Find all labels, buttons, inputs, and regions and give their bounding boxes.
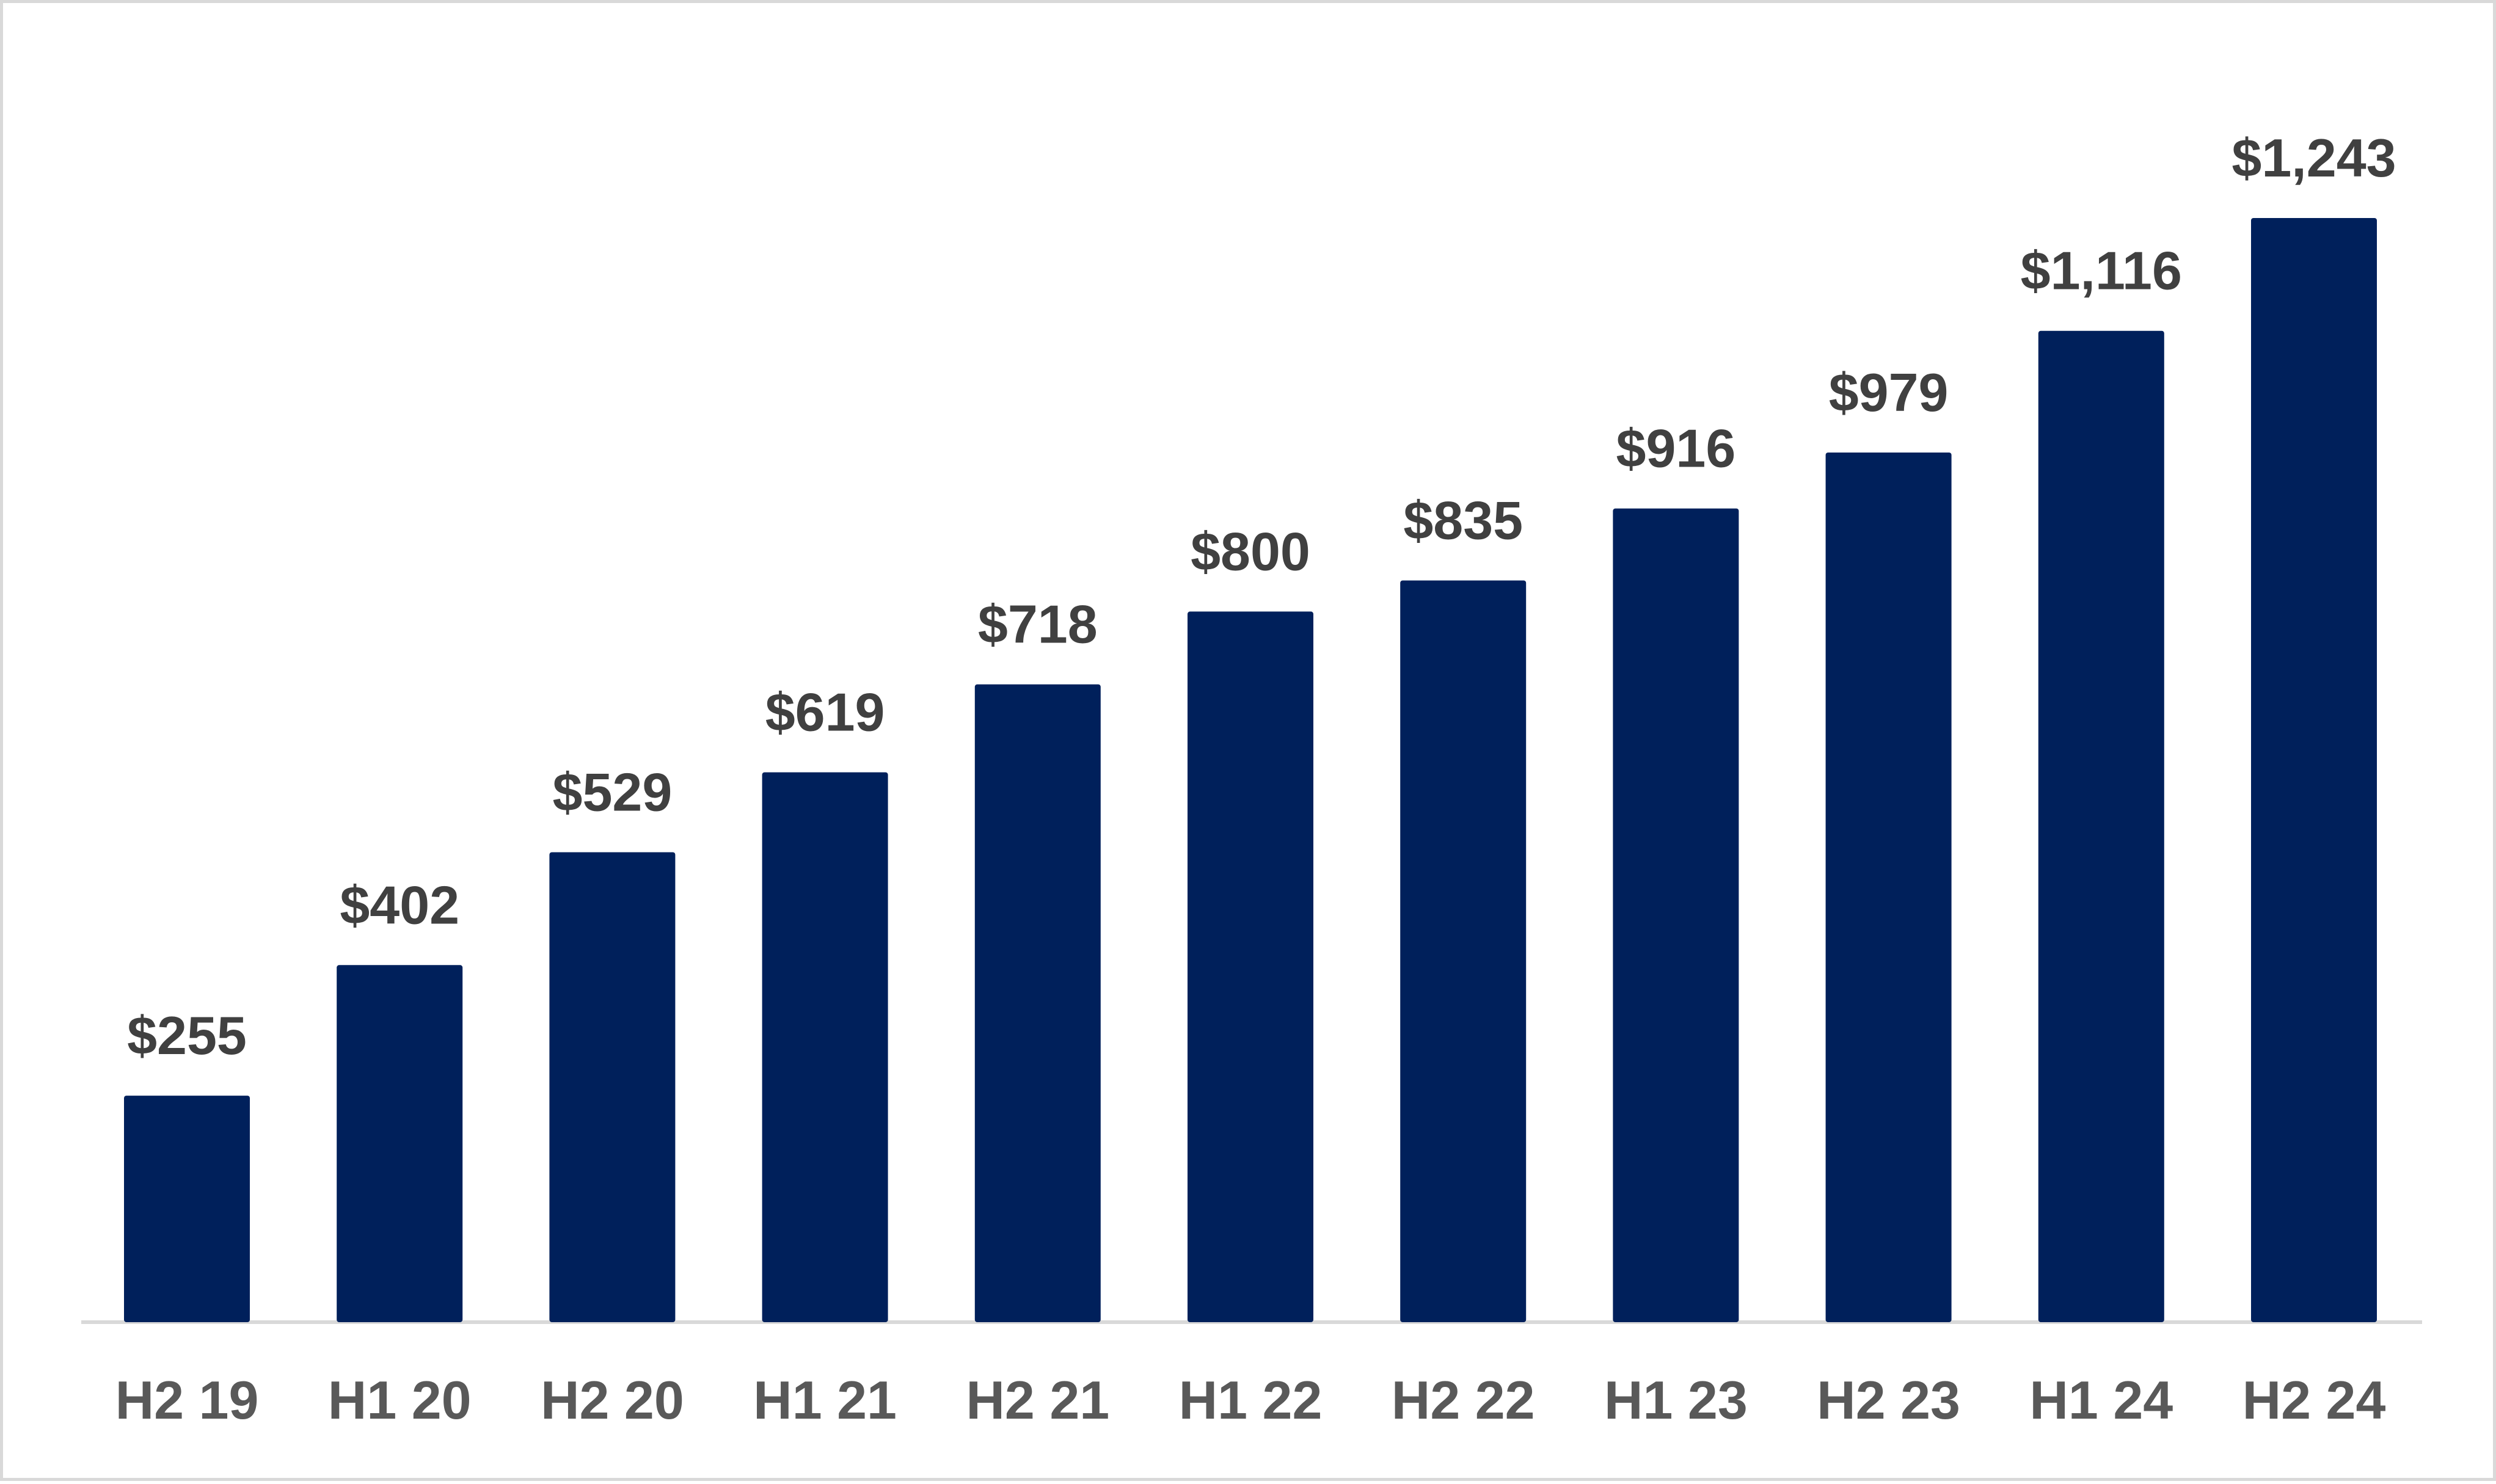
x-tick-label: H2 19 [115,1370,259,1430]
bar-h1-20 [337,965,463,1322]
bar-h2-20 [549,852,676,1322]
x-tick-label: H2 24 [2242,1370,2386,1430]
x-tick-label: H1 20 [328,1370,472,1430]
x-tick-label: H1 22 [1179,1370,1323,1430]
bar-h2-21 [974,684,1101,1322]
bar-h1-24 [2038,330,2164,1323]
bar-h1-23 [1613,508,1739,1322]
bars [124,218,2377,1323]
data-label: $1,243 [2231,128,2396,188]
x-tick-label: H2 21 [966,1370,1109,1430]
x-tick-labels: H2 19 H1 20 H2 20 H1 21 H2 21 H1 22 H2 22 H1 23… [115,1370,2386,1430]
data-label: $835 [1403,490,1523,551]
x-tick-label: H2 20 [541,1370,684,1430]
data-label: $255 [127,1005,247,1066]
bar-chart: $255 $402 $529 $619 $718 $800 $835 $916 $979 $1,1… [81,128,2422,1430]
data-label: $1,116 [2021,241,2182,301]
data-label: $402 [340,875,459,935]
data-label: $979 [1829,362,1949,423]
data-label: $529 [553,762,673,823]
bar-h2-24 [2251,218,2377,1322]
bar-h1-22 [1188,611,1313,1322]
x-tick-label: H2 23 [1817,1370,1960,1430]
x-tick-label: H1 21 [753,1370,897,1430]
x-tick-label: H2 22 [1392,1370,1535,1430]
x-tick-label: H1 23 [1604,1370,1748,1430]
bar-h1-21 [762,772,888,1322]
data-label: $619 [765,682,885,743]
x-tick-label: H1 24 [2029,1370,2173,1430]
bar-h2-22 [1400,580,1527,1322]
data-label: $916 [1616,418,1736,479]
data-label: $800 [1191,521,1310,581]
bar-h2-23 [1825,453,1952,1322]
bar-h2-19 [124,1096,250,1322]
value-labels: $255 $402 $529 $619 $718 $800 $835 $916 $979 $1,1… [127,128,2396,1066]
data-label: $718 [978,594,1098,655]
